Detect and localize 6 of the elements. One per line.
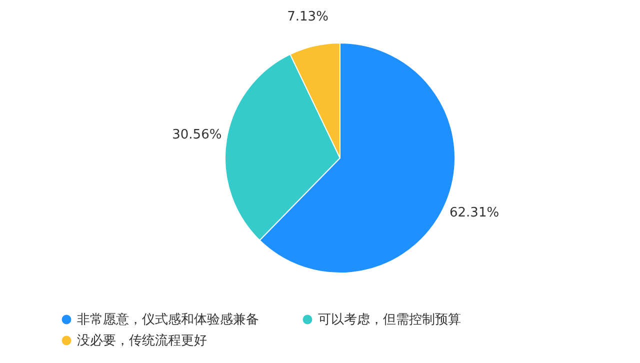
data-label: 30.56% (172, 128, 222, 143)
legend-label: 没必要，传统流程更好 (77, 332, 207, 348)
legend-label: 可以考虑，但需控制预算 (318, 312, 461, 328)
data-label: 62.31% (450, 206, 500, 221)
data-label: 7.13% (287, 10, 328, 25)
legend-label: 非常愿意，仪式感和体验感兼备 (77, 312, 259, 328)
